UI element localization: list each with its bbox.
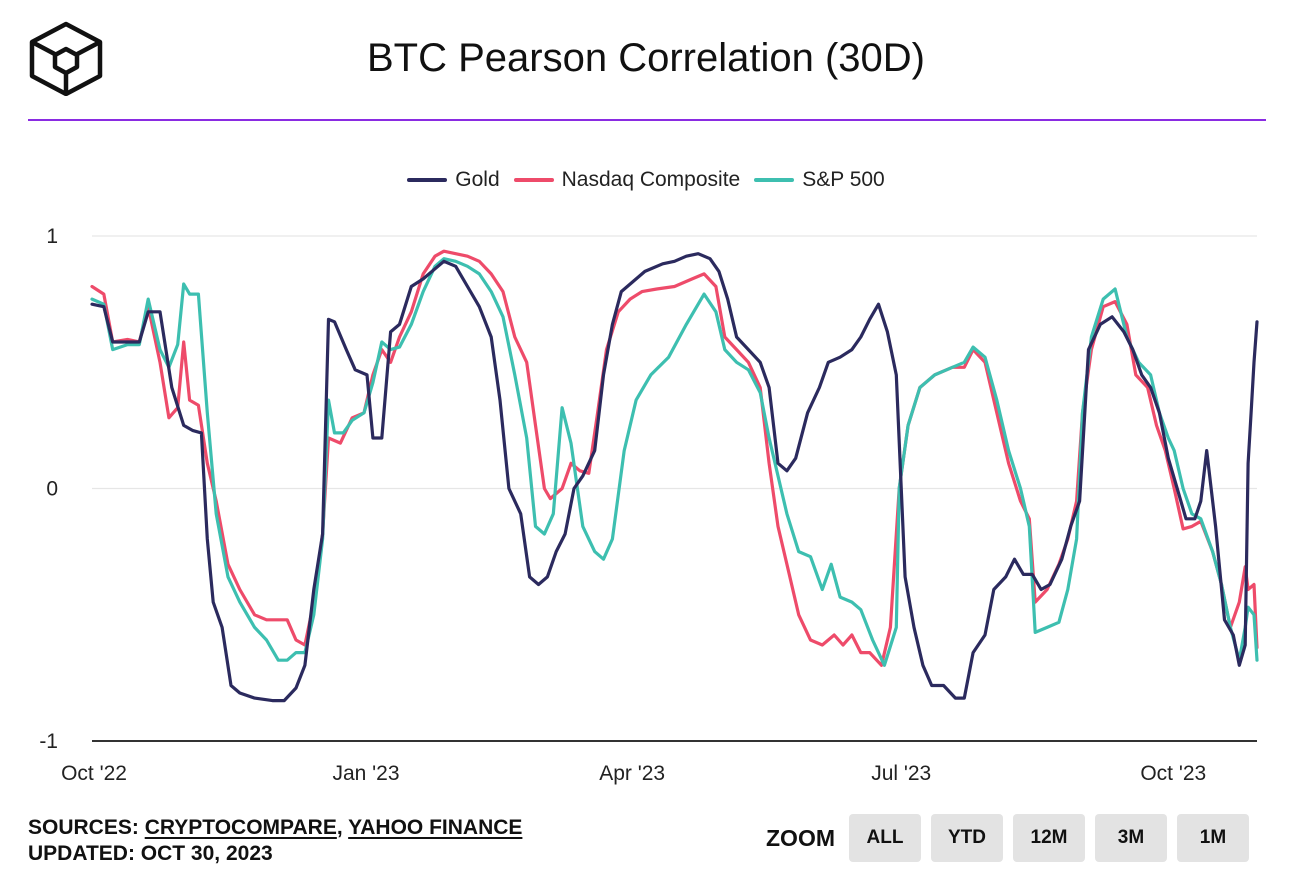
sources-separator: ,: [336, 816, 343, 839]
zoom-3m-button[interactable]: 3M: [1095, 814, 1167, 862]
grid-layer: [92, 235, 1257, 742]
legend-swatch-gold: [407, 178, 448, 182]
zoom-label: ZOOM: [766, 824, 835, 851]
page-title: BTC Pearson Correlation (30D): [367, 36, 925, 80]
y-tick-label: 0: [46, 478, 58, 501]
legend-item-nasdaq[interactable]: Nasdaq Composite: [513, 168, 741, 192]
legend-swatch-nasdaq: [513, 178, 554, 182]
x-tick-label: Jul '23: [871, 762, 931, 785]
source-link-yahoo-finance[interactable]: YAHOO FINANCE: [348, 816, 523, 839]
zoom-12m-button[interactable]: 12M: [1013, 814, 1085, 862]
zoom-1m-button[interactable]: 1M: [1177, 814, 1249, 862]
x-tick-label: Jan '23: [332, 762, 399, 785]
legend-item-gold[interactable]: Gold: [407, 168, 500, 192]
x-tick-label: Oct '23: [1140, 762, 1206, 785]
sources-block: SOURCES: CRYPTOCOMPARE, YAHOO FINANCE UP…: [28, 815, 522, 867]
series-line-s-p-500: [90, 257, 1259, 667]
x-tick-label: Apr '23: [599, 762, 665, 785]
source-link-cryptocompare[interactable]: CRYPTOCOMPARE: [144, 816, 337, 839]
updated-date: UPDATED: OCT 30, 2023: [28, 842, 273, 865]
series-line-gold: [90, 252, 1259, 703]
zoom-all-button[interactable]: ALL: [849, 814, 921, 862]
zoom-ytd-button[interactable]: YTD: [931, 814, 1003, 862]
x-tick-label: Oct '22: [61, 762, 127, 785]
cube-logo-icon: [28, 20, 104, 97]
legend-label-nasdaq: Nasdaq Composite: [561, 168, 741, 191]
y-tick-label: -1: [39, 730, 58, 753]
header-divider: [28, 119, 1266, 121]
legend-swatch-sp500: [754, 178, 795, 182]
series-layer: [90, 249, 1259, 703]
zoom-controls: ZOOM ALL YTD 12M 3M 1M: [766, 814, 1259, 862]
y-tick-label: 1: [46, 225, 58, 248]
chart-legend: Gold Nasdaq Composite S&P 500: [0, 168, 1292, 192]
legend-label-gold: Gold: [455, 168, 500, 191]
legend-item-sp500[interactable]: S&P 500: [754, 168, 885, 192]
sources-label: SOURCES:: [28, 816, 139, 839]
legend-label-sp500: S&P 500: [802, 168, 885, 191]
sources-line: SOURCES: CRYPTOCOMPARE, YAHOO FINANCE: [28, 815, 522, 841]
